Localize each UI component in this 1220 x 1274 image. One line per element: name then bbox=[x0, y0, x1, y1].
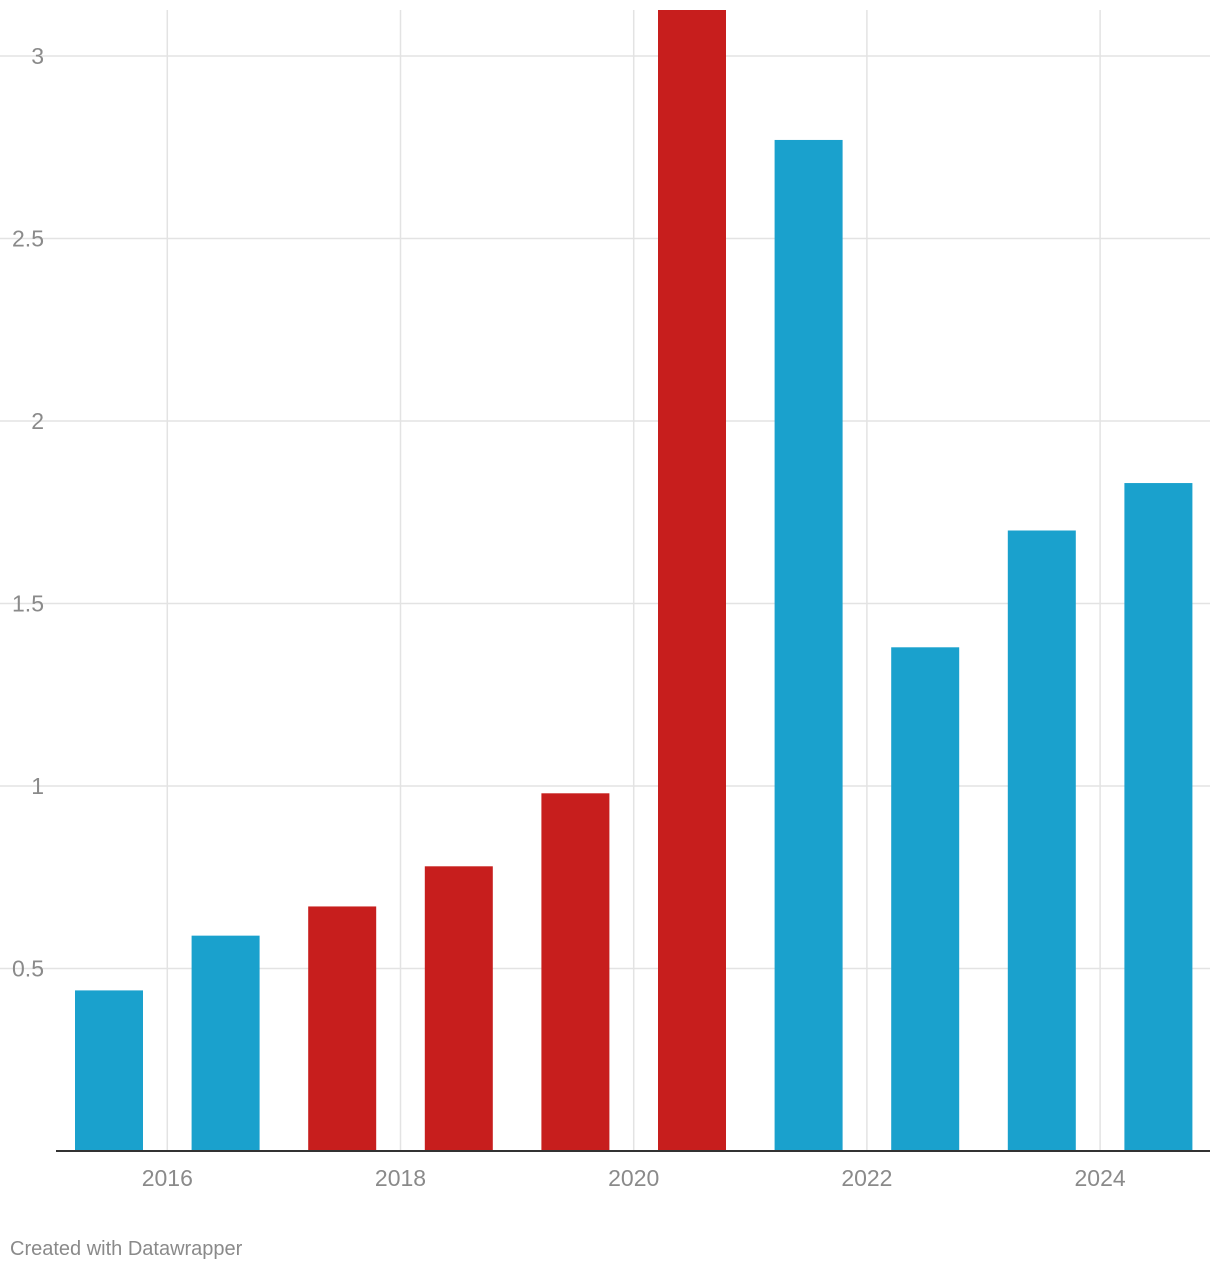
bars bbox=[75, 10, 1193, 1151]
x-tick-label: 2016 bbox=[142, 1165, 193, 1191]
bar-2020 bbox=[658, 10, 726, 1151]
y-tick-label: 1.5 bbox=[12, 591, 44, 617]
bar-2021 bbox=[774, 139, 843, 1151]
bar-2018 bbox=[424, 866, 493, 1151]
x-tick-label: 2022 bbox=[841, 1165, 892, 1191]
x-tick-label: 2020 bbox=[608, 1165, 659, 1191]
y-tick-label: 0.5 bbox=[12, 956, 44, 982]
bar-2019 bbox=[541, 793, 610, 1151]
bar-2024 bbox=[1124, 483, 1193, 1151]
x-gridlines bbox=[166, 10, 1101, 1151]
x-tick-label: 2024 bbox=[1075, 1165, 1126, 1191]
bar-2022 bbox=[891, 647, 960, 1151]
bar-2016 bbox=[191, 935, 260, 1151]
y-tick-label: 1 bbox=[31, 773, 44, 799]
y-tick-label: 2 bbox=[31, 408, 44, 434]
y-tick-label: 2.5 bbox=[12, 226, 44, 252]
x-axis-labels: 2016 2018 2020 2022 2024 bbox=[142, 1165, 1126, 1191]
y-tick-label: 3 bbox=[31, 43, 44, 69]
bar-2023 bbox=[1007, 530, 1076, 1151]
y-axis-labels: 0.5 1 1.5 2 2.5 3 bbox=[12, 43, 44, 982]
bar-2015 bbox=[75, 990, 143, 1151]
x-tick-label: 2018 bbox=[375, 1165, 426, 1191]
credit-text: Created with Datawrapper bbox=[10, 1238, 243, 1260]
bar-2017 bbox=[308, 906, 377, 1151]
